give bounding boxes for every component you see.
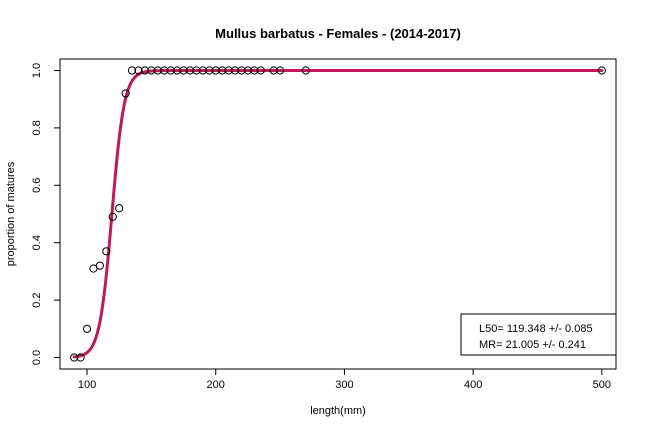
- y-tick-label: 0.6: [31, 178, 43, 193]
- data-point: [269, 66, 278, 75]
- x-tick-label: 300: [335, 379, 353, 391]
- data-point: [95, 261, 104, 270]
- data-point: [121, 89, 130, 98]
- data-point: [301, 66, 310, 75]
- data-point: [102, 247, 111, 256]
- x-tick-label: 200: [207, 379, 225, 391]
- data-point: [160, 66, 169, 75]
- data-point: [243, 66, 253, 75]
- y-tick-label: 0.0: [31, 350, 43, 365]
- y-axis-label: proportion of matures: [5, 161, 17, 266]
- y-axis: 0.0 0.2 0.4 0.6 0.8 1.0: [31, 63, 61, 365]
- data-point: [205, 66, 214, 75]
- data-point: [237, 66, 246, 75]
- x-axis: 100 200 300 400 500: [78, 368, 611, 391]
- y-tick-label: 0.2: [31, 292, 43, 307]
- data-point: [127, 66, 137, 75]
- y-tick-label: 1.0: [31, 63, 43, 78]
- chart-title: Mullus barbatus - Females - (2014-2017): [215, 26, 461, 41]
- data-point: [198, 66, 207, 75]
- x-tick-label: 500: [593, 379, 611, 391]
- stats-legend-box: [460, 313, 617, 356]
- fit-curve: [72, 68, 604, 359]
- data-point: [211, 66, 220, 75]
- data-point: [115, 204, 124, 213]
- data-point: [250, 66, 259, 75]
- data-point: [140, 66, 150, 75]
- x-tick-label: 400: [464, 379, 482, 391]
- data-point: [173, 66, 182, 75]
- stats-legend-mr: MR= 21.005 +/- 0.241: [479, 339, 586, 351]
- x-tick-label: 100: [78, 379, 96, 391]
- stats-legend-l50: L50= 119.348 +/- 0.085: [479, 323, 593, 335]
- data-point: [153, 66, 162, 75]
- x-axis-label: length(mm): [310, 405, 366, 417]
- data-point: [179, 66, 188, 75]
- data-point: [82, 324, 92, 333]
- data-point: [147, 66, 156, 75]
- data-points-layer: [70, 66, 606, 362]
- data-point: [166, 66, 175, 75]
- fit-curve-layer: [72, 68, 604, 359]
- data-point: [230, 66, 240, 75]
- y-tick-label: 0.4: [31, 235, 43, 250]
- data-point: [256, 66, 265, 75]
- data-point: [76, 353, 85, 362]
- data-point: [224, 66, 233, 75]
- data-point: [192, 66, 201, 75]
- data-point: [275, 66, 285, 75]
- data-point: [597, 66, 606, 75]
- data-point: [185, 66, 195, 75]
- data-point: [108, 212, 117, 221]
- y-tick-label: 0.8: [31, 120, 43, 135]
- data-point: [70, 353, 79, 362]
- data-point: [134, 66, 143, 75]
- stats-legend: L50= 119.348 +/- 0.085 MR= 21.005 +/- 0.…: [460, 313, 617, 356]
- data-point: [218, 66, 227, 75]
